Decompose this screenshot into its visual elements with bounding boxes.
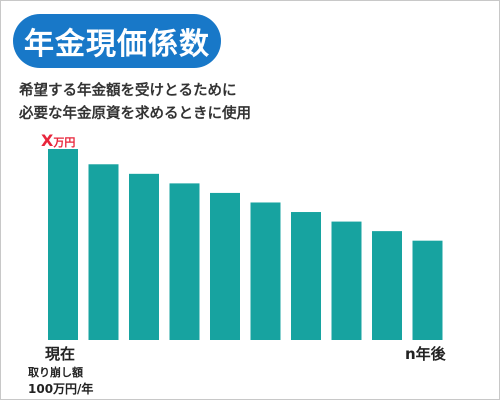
bar-6 — [250, 202, 281, 340]
top-value-label: X万円 — [41, 131, 75, 150]
bar-4 — [169, 183, 200, 340]
top-value-main: X — [41, 131, 54, 150]
bar-5 — [210, 192, 240, 340]
bar-3 — [129, 173, 159, 340]
end-label: n年後 — [405, 345, 446, 363]
title-badge: 年金現価係数 — [13, 14, 221, 68]
subtitle-line-1: 希望する年金額を受けとるために — [19, 83, 237, 99]
bar-7 — [291, 212, 321, 340]
bar-10 — [412, 240, 443, 340]
subtitle-line-2: 必要な年金原資を求めるときに使用 — [19, 106, 251, 122]
bar-8 — [331, 221, 362, 340]
top-value-unit: 万円 — [53, 136, 76, 149]
bar-2 — [88, 164, 119, 340]
withdrawal-label: 取り崩し額 — [28, 366, 83, 379]
bar-1 — [48, 149, 78, 340]
withdrawal-amount: 100万円/年 — [28, 382, 94, 396]
start-label: 現在 — [45, 345, 76, 363]
bar-9 — [372, 231, 402, 340]
